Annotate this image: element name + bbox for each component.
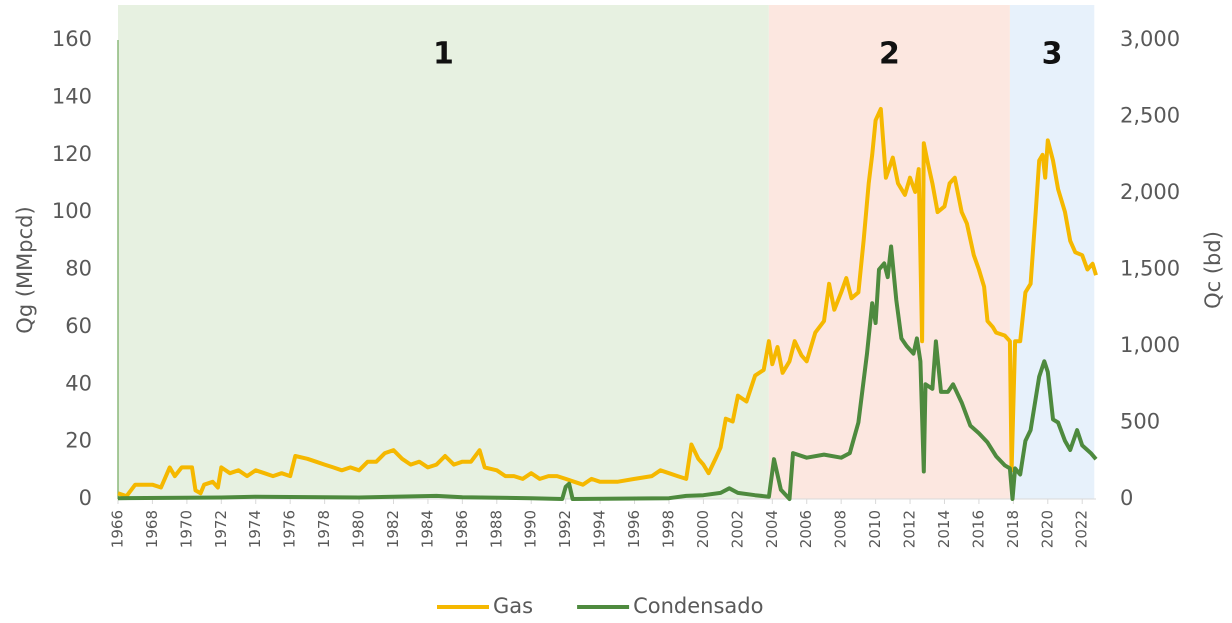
x-tick-label: 1966: [109, 510, 127, 548]
region-label: 1: [433, 37, 454, 72]
x-tick-label: 1968: [143, 510, 161, 548]
x-tick-label: 1984: [418, 510, 436, 548]
y-tick-label: 160: [52, 27, 92, 51]
region: [1009, 5, 1095, 499]
x-tick-label: 1998: [659, 510, 677, 548]
x-tick-label: 1996: [625, 510, 643, 548]
y2-tick-label: 2,000: [1120, 180, 1180, 204]
series-line: [117, 106, 1098, 499]
region: [118, 5, 769, 499]
y-tick-label: 0: [79, 486, 92, 510]
x-tick-label: 2002: [728, 510, 746, 548]
y2-tick-label: 0: [1120, 486, 1133, 510]
y-tick-label: 80: [65, 257, 92, 281]
y2-tick-label: 1,500: [1120, 257, 1180, 281]
x-tick-label: 2006: [797, 510, 815, 548]
x-tick-label: 1990: [522, 510, 540, 548]
x-tick-label: 1994: [591, 510, 609, 548]
x-tick-label: 1986: [453, 510, 471, 548]
region-label: 3: [1042, 37, 1063, 72]
y-tick-label: 40: [65, 371, 92, 395]
x-tick-label: 1982: [384, 510, 402, 548]
y-tick-label: 120: [52, 142, 92, 166]
y2-tick-label: 2,500: [1120, 104, 1180, 128]
x-tick-label: 1972: [212, 510, 230, 548]
legend-label: Gas: [493, 594, 533, 618]
x-tick-label: 1974: [246, 510, 264, 548]
x-tick-label: 2020: [1038, 510, 1056, 548]
series-line: [117, 244, 1098, 501]
x-tick-label: 2018: [1004, 510, 1022, 548]
x-tick-label: 2014: [935, 510, 953, 548]
x-tick-label: 2010: [866, 510, 884, 548]
y-tick-label: 140: [52, 84, 92, 108]
y-tick-label: 100: [52, 199, 92, 223]
x-tick-label: 1970: [177, 510, 195, 548]
y2-tick-label: 1,000: [1120, 333, 1180, 357]
x-tick-label: 1978: [315, 510, 333, 548]
y2-tick-label: 3,000: [1120, 27, 1180, 51]
x-tick-label: 2012: [901, 510, 919, 548]
y-axis-title: Qg (MMpcd): [13, 206, 37, 333]
x-tick-label: 2022: [1073, 510, 1091, 548]
x-tick-label: 2008: [832, 510, 850, 548]
region-label: 2: [879, 37, 900, 72]
x-tick-label: 1988: [487, 510, 505, 548]
x-tick-label: 1976: [281, 510, 299, 548]
x-tick-label: 2000: [694, 510, 712, 548]
y2-tick-label: 500: [1120, 410, 1160, 434]
y2-axis-title: Qc (bd): [1201, 231, 1225, 309]
x-tick-label: 1980: [350, 510, 368, 548]
x-tick-label: 2016: [969, 510, 987, 548]
y-tick-label: 20: [65, 429, 92, 453]
y-tick-label: 60: [65, 314, 92, 338]
x-tick-label: 1992: [556, 510, 574, 548]
x-tick-label: 2004: [763, 510, 781, 548]
legend-label: Condensado: [633, 594, 763, 618]
